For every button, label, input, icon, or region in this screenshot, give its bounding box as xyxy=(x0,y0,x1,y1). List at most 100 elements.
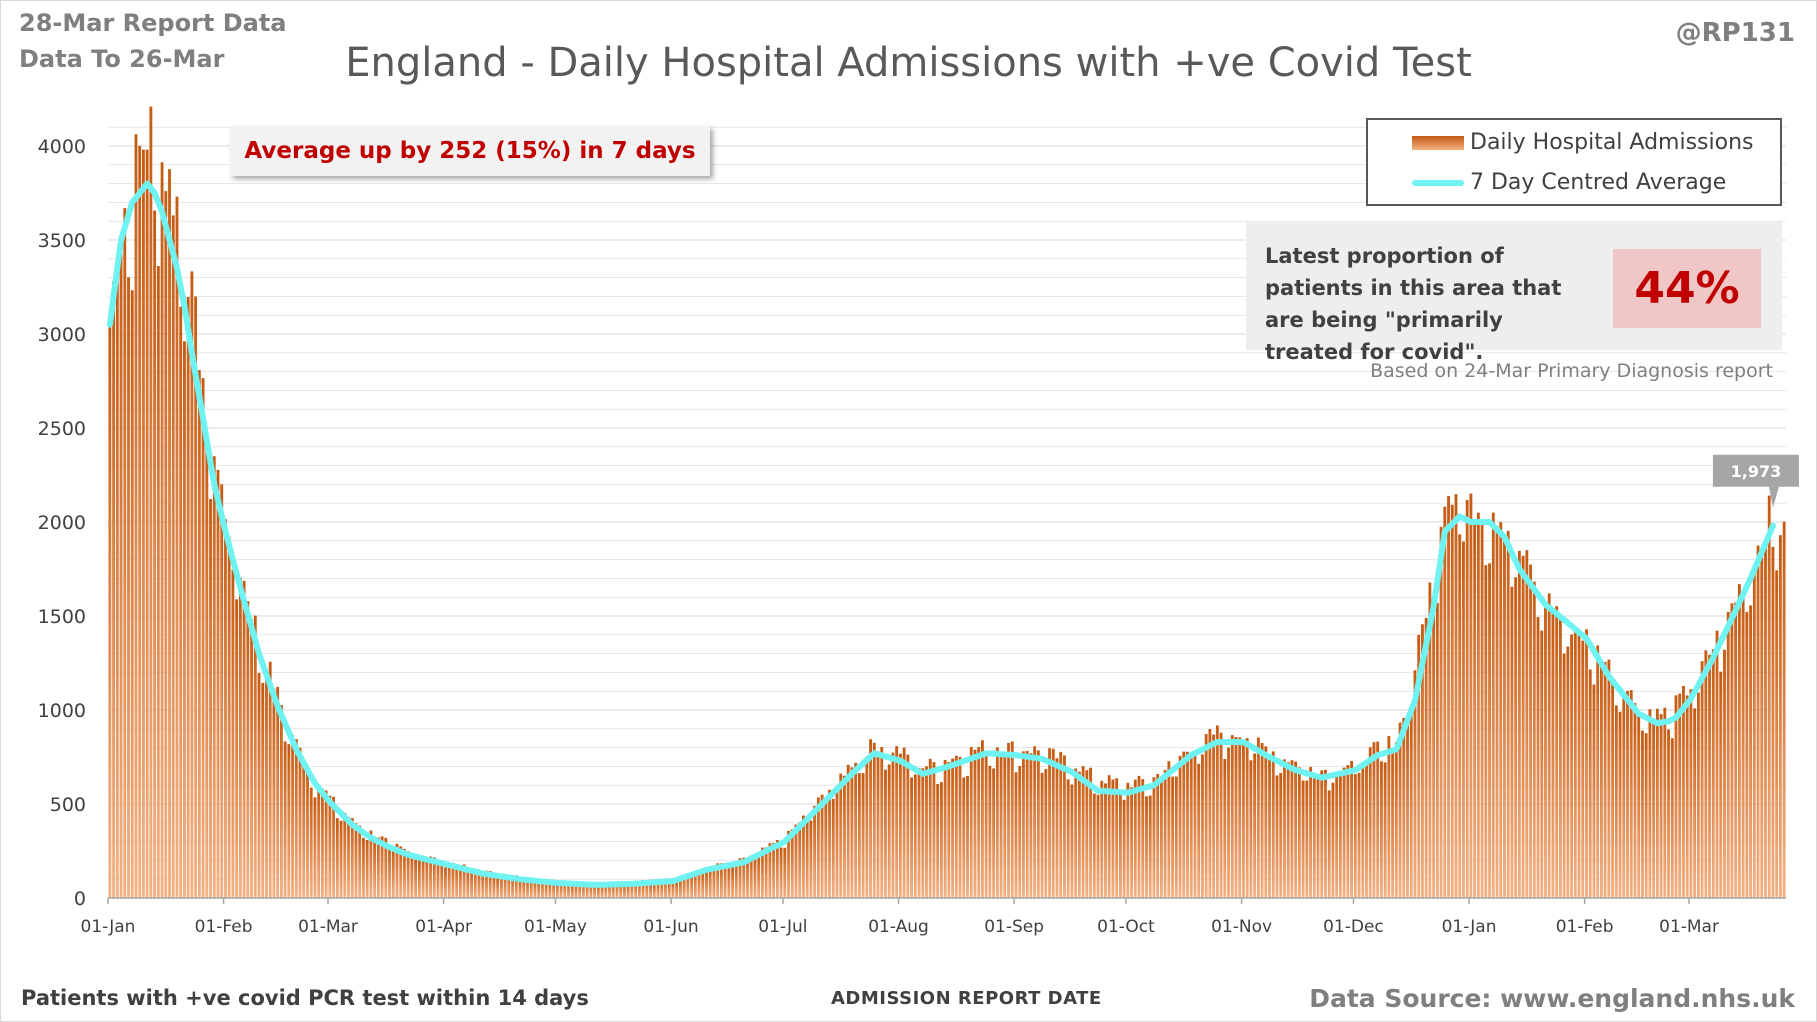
admission-bar xyxy=(179,306,183,899)
admission-bar xyxy=(373,836,377,898)
admission-bar xyxy=(362,837,365,898)
admission-bar xyxy=(887,764,891,898)
admission-bar xyxy=(1506,530,1510,898)
admission-bar xyxy=(432,857,436,898)
based-on-note: Based on 24-Mar Primary Diagnosis report xyxy=(1370,360,1773,382)
admission-bar xyxy=(1618,711,1622,898)
x-tick-label: 01-Feb xyxy=(1556,917,1614,937)
admission-bar xyxy=(1723,649,1726,898)
admission-bar xyxy=(1637,713,1641,898)
admission-bar xyxy=(738,858,742,898)
admission-bar xyxy=(220,484,224,898)
admission-bar xyxy=(350,817,354,898)
admission-bar xyxy=(1726,611,1730,898)
admission-bar xyxy=(1368,747,1372,898)
admission-bar xyxy=(257,672,261,898)
admission-bar xyxy=(992,768,996,898)
admission-bar xyxy=(123,208,127,899)
admission-bar xyxy=(1417,634,1421,898)
admission-bar xyxy=(1685,695,1689,898)
admission-bar xyxy=(1614,705,1618,898)
admission-bar xyxy=(1752,566,1756,898)
admission-bar xyxy=(1036,750,1040,898)
admission-bar xyxy=(1118,794,1122,898)
admission-bar xyxy=(1730,603,1734,898)
admission-bar xyxy=(1462,541,1465,898)
admission-bar xyxy=(798,822,802,898)
admission-bar xyxy=(794,824,798,898)
admission-bar xyxy=(779,847,783,898)
legend-item-line: 7 Day Centred Average xyxy=(1412,170,1726,195)
admission-bar xyxy=(1682,685,1685,898)
admission-bar xyxy=(1215,725,1219,898)
admission-bar xyxy=(533,879,537,898)
admission-bar xyxy=(1771,546,1775,898)
admission-bar xyxy=(194,296,198,898)
admission-bar xyxy=(1148,795,1152,898)
admission-bar xyxy=(1491,512,1495,898)
admission-bar xyxy=(1704,650,1708,898)
admission-bar xyxy=(690,872,693,898)
admission-bar xyxy=(283,741,287,898)
admission-bar xyxy=(458,866,462,898)
admission-bar xyxy=(1667,729,1670,898)
admission-bar xyxy=(1324,769,1327,898)
admission-bar xyxy=(1696,692,1700,898)
admission-bar xyxy=(917,768,921,898)
admission-bar xyxy=(775,839,779,898)
admission-bar xyxy=(1767,495,1771,898)
admission-bar xyxy=(1279,773,1283,898)
admission-bar xyxy=(1003,751,1007,898)
admission-bar xyxy=(954,755,958,898)
admission-bar xyxy=(235,599,239,898)
admission-bar xyxy=(1659,714,1663,898)
admission-bar xyxy=(623,884,626,898)
admission-bar xyxy=(1227,747,1230,898)
admission-bar xyxy=(850,767,854,898)
line-swatch-icon xyxy=(1412,179,1464,186)
x-tick-label: 01-Jan xyxy=(1442,917,1497,937)
admission-bar xyxy=(1756,545,1760,898)
admission-bar xyxy=(253,615,257,898)
admission-bar xyxy=(988,765,992,898)
admission-bar xyxy=(984,751,988,898)
admission-bar xyxy=(1242,740,1245,898)
admission-bar xyxy=(1055,758,1059,898)
admission-bar xyxy=(749,855,753,898)
x-tick-label: 01-Nov xyxy=(1211,917,1272,937)
admission-bar xyxy=(1566,646,1570,898)
admission-bar xyxy=(1010,741,1014,898)
admission-bar xyxy=(488,871,492,898)
admission-bar xyxy=(388,846,391,898)
admission-bar xyxy=(197,370,201,899)
admission-bar xyxy=(1268,755,1271,898)
admission-bar xyxy=(962,777,966,898)
admission-bar xyxy=(1693,708,1697,898)
admission-bar xyxy=(209,499,212,898)
admission-bar xyxy=(410,854,414,898)
admission-bar xyxy=(164,191,168,899)
bar-series xyxy=(108,106,1786,899)
data-to-date: Data To 26-Mar xyxy=(19,45,225,73)
admission-bar xyxy=(708,866,712,898)
admission-bar xyxy=(686,873,690,898)
admission-bar xyxy=(1208,729,1212,898)
admission-bar xyxy=(444,867,447,898)
admission-bar xyxy=(306,767,309,898)
admission-bar xyxy=(753,858,757,898)
admission-bar xyxy=(1532,581,1536,898)
admission-bar xyxy=(216,469,220,898)
admission-bar xyxy=(1760,549,1764,898)
admission-bar xyxy=(1383,762,1387,898)
admission-bar xyxy=(1059,751,1063,898)
admission-bar xyxy=(1458,534,1462,898)
admission-bar xyxy=(1115,778,1119,898)
admission-bar xyxy=(391,848,395,898)
average-line xyxy=(106,180,1776,888)
admission-bar xyxy=(447,862,451,898)
admission-bar xyxy=(824,797,828,898)
admission-bar xyxy=(526,878,529,898)
admission-bar xyxy=(1305,780,1309,898)
admission-bar xyxy=(499,874,503,898)
admission-bar xyxy=(1294,761,1298,898)
